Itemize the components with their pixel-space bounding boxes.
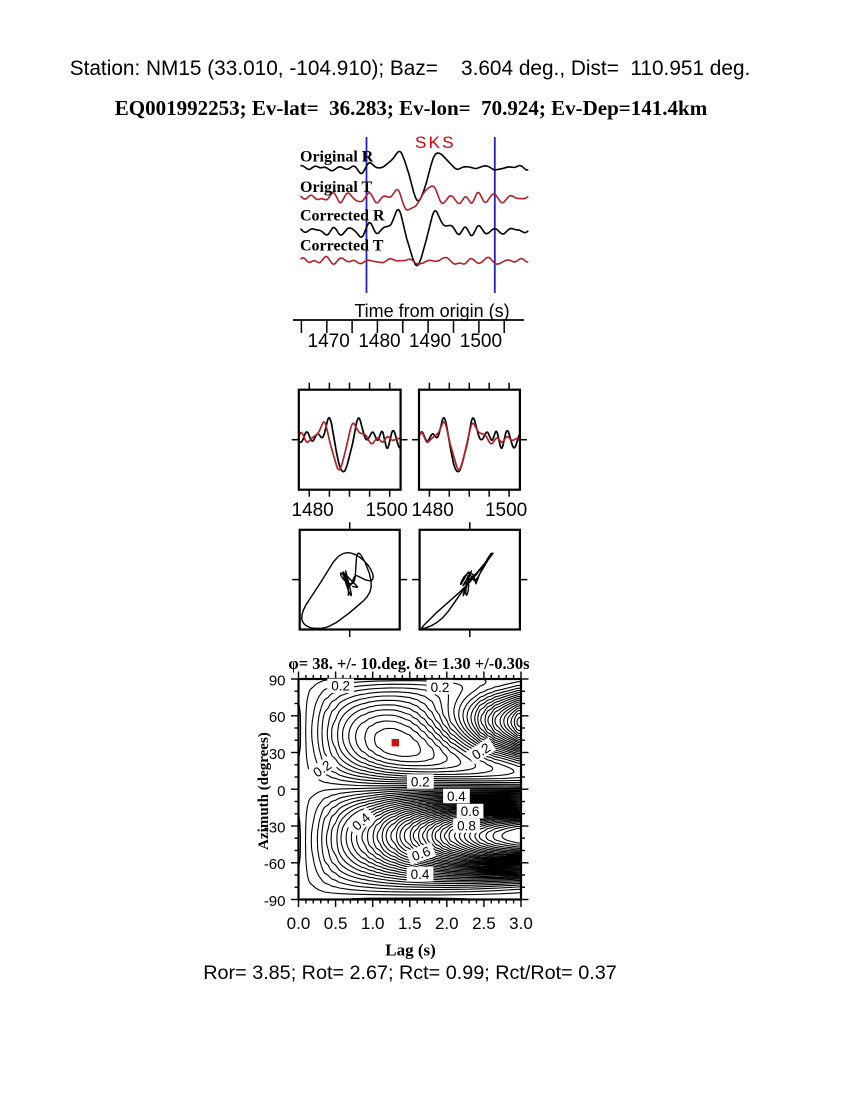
svg-text:3.0: 3.0 — [509, 914, 533, 933]
svg-text:0.4: 0.4 — [411, 867, 430, 882]
svg-text:SKS: SKS — [415, 133, 456, 152]
svg-text:Corrected T: Corrected T — [300, 238, 384, 255]
svg-text:1.5: 1.5 — [398, 914, 422, 933]
svg-text:Time from origin (s): Time from origin (s) — [354, 301, 509, 321]
svg-text:EQ001992253; Ev-lat= 36.283;: EQ001992253; Ev-lat= 36.283; Ev-lon= 70.… — [115, 96, 708, 120]
svg-text:1.0: 1.0 — [361, 914, 385, 933]
svg-text:1500: 1500 — [485, 500, 527, 521]
svg-text:0: 0 — [277, 783, 285, 800]
svg-text:0.2: 0.2 — [331, 679, 350, 694]
svg-text:Original R: Original R — [300, 149, 374, 166]
svg-text:1490: 1490 — [409, 331, 451, 352]
svg-text:0.8: 0.8 — [457, 818, 476, 833]
svg-text:1480: 1480 — [358, 331, 400, 352]
svg-text:-30: -30 — [264, 820, 286, 837]
svg-text:60: 60 — [269, 709, 286, 726]
svg-text:1470: 1470 — [308, 331, 350, 352]
svg-text:φ= 38. +/- 10.deg. δt= 1.30 +/: φ= 38. +/- 10.deg. δt= 1.30 +/-0.30s — [288, 654, 530, 673]
svg-text:1500: 1500 — [366, 500, 408, 521]
svg-text:0.5: 0.5 — [324, 914, 348, 933]
svg-text:2.0: 2.0 — [435, 914, 459, 933]
svg-text:-90: -90 — [264, 893, 286, 910]
svg-text:30: 30 — [269, 746, 286, 763]
svg-text:0.4: 0.4 — [447, 789, 466, 804]
svg-text:Lag (s): Lag (s) — [385, 941, 436, 960]
svg-text:0.6: 0.6 — [410, 844, 433, 865]
svg-text:Station: NM15 (33.010, -104.91: Station: NM15 (33.010, -104.910); Baz= 3… — [70, 57, 751, 80]
svg-text:0.6: 0.6 — [461, 804, 480, 819]
svg-text:-60: -60 — [264, 856, 286, 873]
svg-text:Ror= 3.85; Rot= 2.67; Rct= 0.9: Ror= 3.85; Rot= 2.67; Rct= 0.99; Rct/Rot… — [203, 962, 616, 984]
svg-text:1500: 1500 — [460, 331, 502, 352]
svg-text:0.2: 0.2 — [411, 774, 430, 789]
svg-text:Original T: Original T — [300, 179, 372, 196]
svg-text:0.0: 0.0 — [287, 914, 311, 933]
svg-text:90: 90 — [269, 673, 286, 690]
svg-text:Corrected R: Corrected R — [300, 208, 385, 225]
svg-text:0.2: 0.2 — [431, 680, 450, 695]
svg-text:2.5: 2.5 — [472, 914, 496, 933]
svg-text:1480: 1480 — [291, 500, 333, 521]
svg-text:1480: 1480 — [412, 500, 454, 521]
svg-text:Azimuth (degrees): Azimuth (degrees) — [256, 732, 272, 850]
